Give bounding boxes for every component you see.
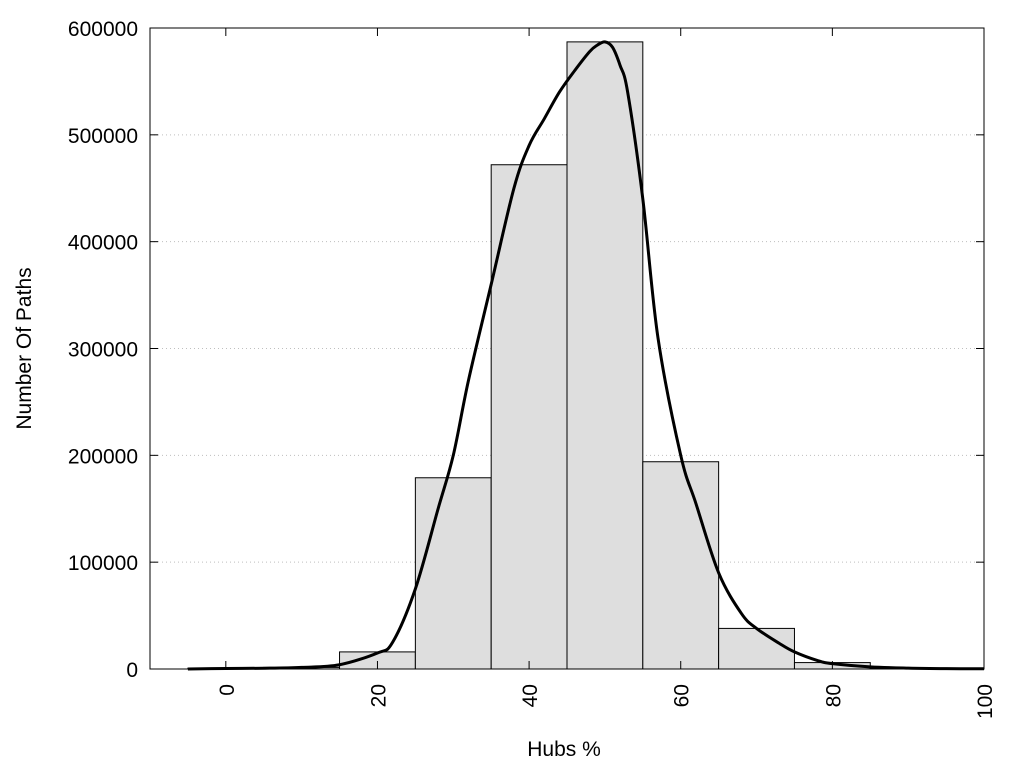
histogram-bar	[718, 627, 795, 670]
x-tick-label: 20	[367, 684, 390, 707]
y-tick-label: 600000	[68, 18, 138, 41]
y-axis-title: Number Of Paths	[13, 267, 36, 429]
y-tick-label: 400000	[68, 232, 138, 255]
bars	[187, 41, 947, 670]
histogram-bar	[566, 41, 644, 670]
x-tick-label: 100	[974, 684, 997, 719]
y-tick-label: 0	[126, 659, 138, 682]
x-tick-label: 0	[216, 684, 239, 696]
y-tick-label: 300000	[68, 339, 138, 362]
histogram-bar	[490, 164, 568, 670]
y-tick-label: 500000	[68, 125, 138, 148]
histogram-bar	[414, 477, 492, 670]
x-tick-label: 40	[519, 684, 542, 707]
x-axis: 0 20 40 60 80 100	[216, 28, 997, 719]
y-tick-label: 100000	[68, 552, 138, 575]
y-tick-label: 200000	[68, 445, 138, 468]
x-tick-label: 80	[822, 684, 845, 707]
y-axis: 0 100000 200000 300000 400000 500000 600000	[68, 18, 984, 682]
x-tick-label: 60	[671, 684, 694, 707]
x-axis-title: Hubs %	[527, 738, 601, 761]
density-curve	[187, 40, 985, 671]
density-curve-line	[187, 40, 985, 671]
histogram-bar	[642, 461, 720, 670]
